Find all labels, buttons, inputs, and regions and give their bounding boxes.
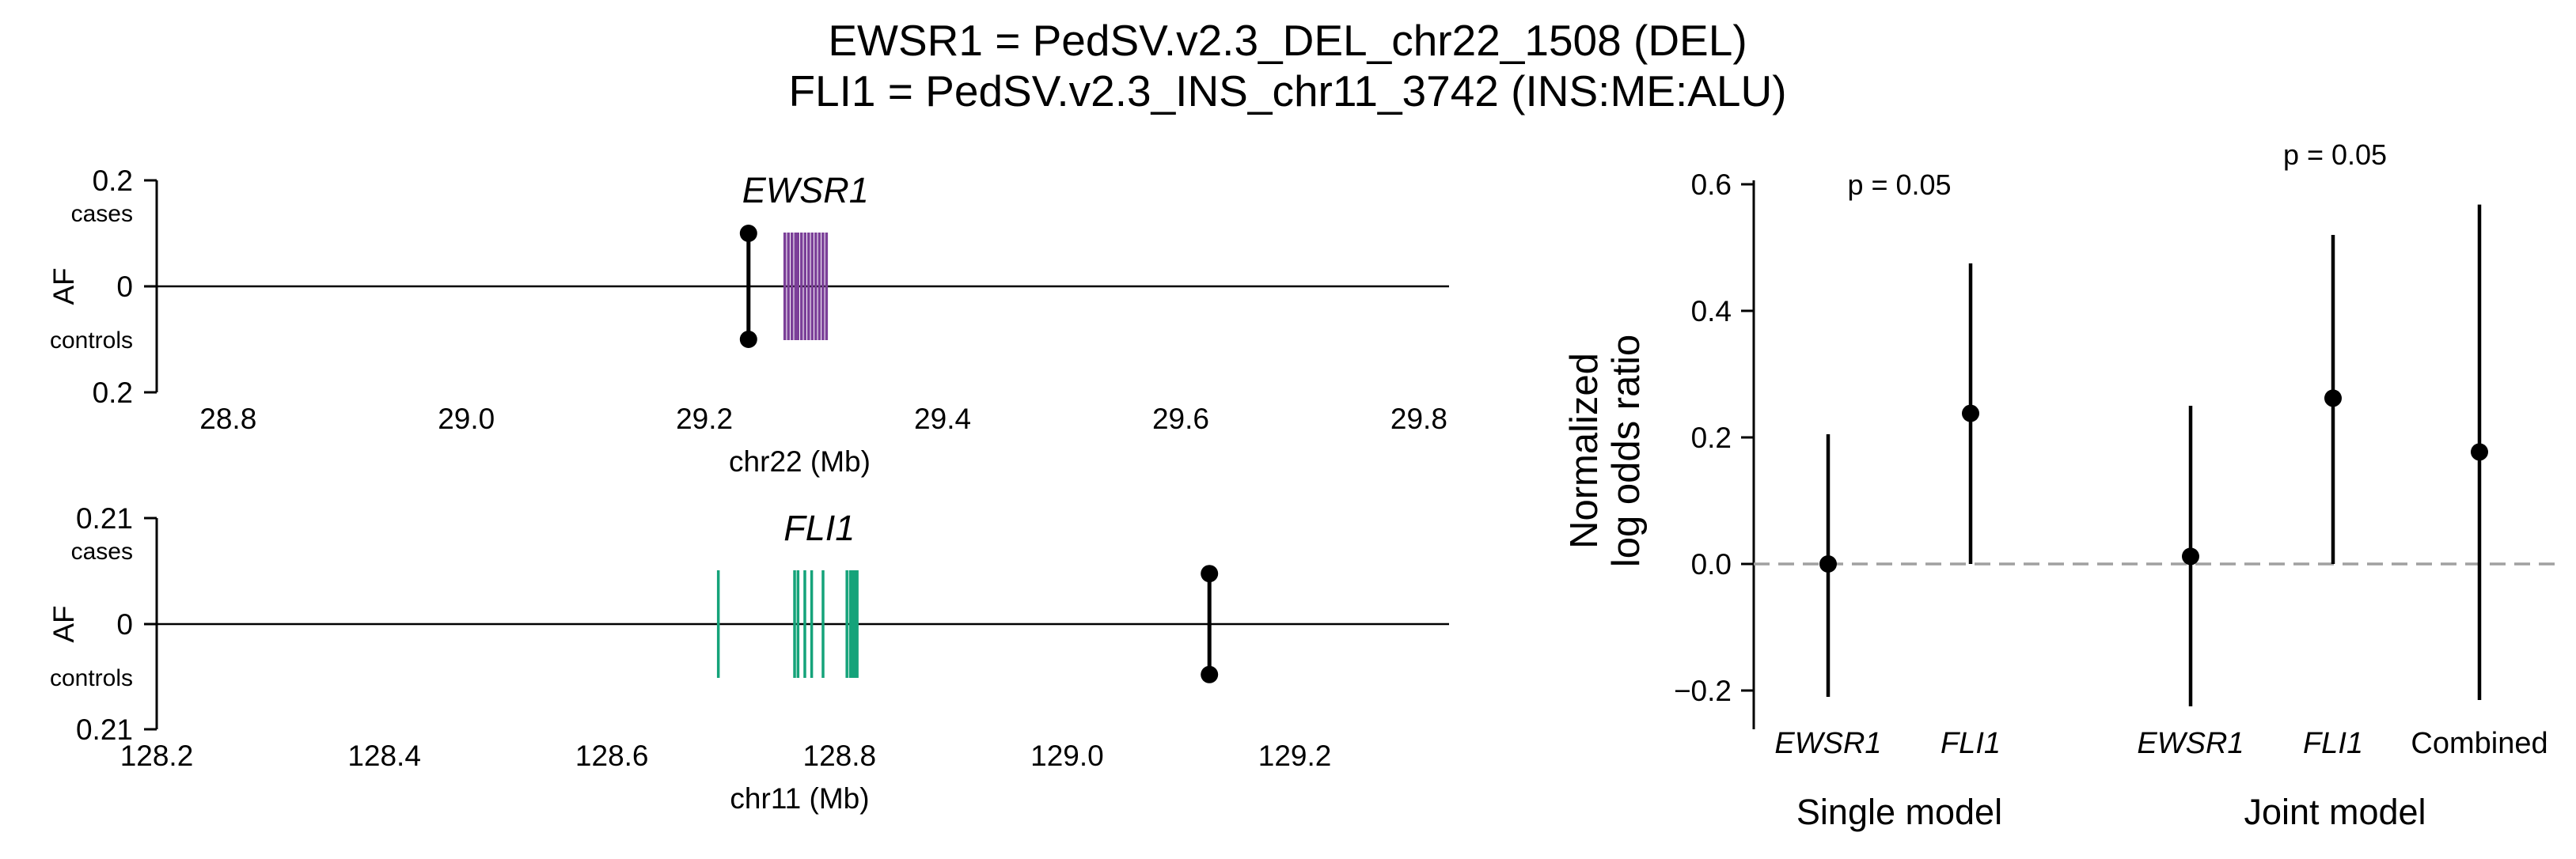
y-tick-label: 0.2: [93, 377, 133, 409]
category-label: Combined: [2411, 727, 2548, 760]
category-label: FLI1: [2303, 727, 2363, 760]
x-tick-label: 129.0: [1030, 740, 1104, 772]
x-tick-label: 128.6: [575, 740, 649, 772]
y-axis-label-line-1: Normalized: [1563, 353, 1606, 549]
x-tick-label: 29.0: [438, 403, 495, 435]
controls-label: controls: [50, 665, 133, 691]
x-tick-label: 28.8: [199, 403, 256, 435]
x-tick-label: 128.2: [120, 740, 194, 772]
y-tick-label: 0.21: [76, 502, 133, 535]
x-axis-label: chr22 (Mb): [729, 445, 871, 478]
gene-label: EWSR1: [742, 170, 869, 210]
y-tick-label: 0.21: [76, 713, 133, 746]
y-tick-label: 0: [116, 271, 133, 303]
cases-label: cases: [71, 201, 133, 227]
estimate-point: [1819, 555, 1837, 573]
y-tick-label: 0.4: [1691, 295, 1732, 327]
estimate-point: [2324, 389, 2342, 407]
p-value-label: p = 0.05: [2283, 138, 2387, 171]
odds-ratio-panel: −0.2 0.0 0.2 0.4 0.6 Normalized log odds ratio…: [1563, 138, 2556, 832]
y-tick-label: 0.2: [1691, 422, 1732, 454]
x-tick-label: 129.2: [1258, 740, 1332, 772]
category-label: EWSR1: [1774, 727, 1881, 760]
group-label: Single model: [1796, 792, 2002, 832]
gene-label: FLI1: [783, 508, 855, 548]
x-tick-label: 29.2: [676, 403, 733, 435]
x-tick-label: 128.8: [803, 740, 877, 772]
figure-title-line-1: EWSR1 = PedSV.v2.3_DEL_chr22_1508 (DEL): [828, 16, 1747, 65]
cases-label: cases: [71, 539, 133, 565]
ewsr1-locus-panel: 0.2 0 0.2 cases controls AF 28.8 29.0 29.2 29.4 29…: [47, 165, 1449, 478]
variant-controls-point: [739, 331, 757, 348]
y-tick-label: 0: [116, 608, 133, 641]
y-axis-label: AF: [47, 605, 80, 642]
group-label: Joint model: [2244, 792, 2426, 832]
variant-controls-point: [1201, 665, 1219, 683]
estimate-point: [1962, 404, 1979, 422]
y-tick-label: 0.0: [1691, 548, 1732, 581]
y-tick-label: 0.2: [93, 165, 133, 197]
category-label: EWSR1: [2137, 727, 2244, 760]
y-axis-label: AF: [47, 267, 80, 305]
x-axis-label: chr11 (Mb): [730, 782, 869, 815]
x-tick-label: 29.4: [914, 403, 971, 435]
x-tick-label: 128.4: [347, 740, 421, 772]
y-tick-label: −0.2: [1674, 675, 1732, 707]
x-tick-label: 29.8: [1390, 403, 1447, 435]
y-axis-label-line-2: log odds ratio: [1605, 335, 1648, 567]
controls-label: controls: [50, 327, 133, 354]
p-value-label: p = 0.05: [1847, 168, 1951, 201]
estimate-point: [2182, 547, 2199, 566]
x-tick-label: 29.6: [1152, 403, 1209, 435]
variant-cases-point: [1201, 565, 1219, 583]
variant-cases-point: [739, 225, 757, 242]
category-label: FLI1: [1941, 727, 2001, 760]
y-tick-label: 0.6: [1691, 168, 1732, 201]
fli1-locus-panel: 0.21 0 0.21 cases controls AF 128.2 128.4 128.6 1…: [47, 502, 1449, 815]
figure-title-line-2: FLI1 = PedSV.v2.3_INS_chr11_3742 (INS:ME…: [788, 66, 1786, 115]
estimate-point: [2471, 443, 2488, 461]
